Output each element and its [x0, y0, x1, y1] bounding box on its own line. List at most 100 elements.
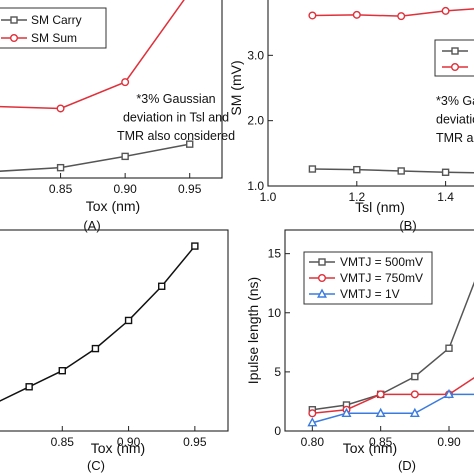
panel-label: (A)	[83, 218, 100, 233]
legend-entry: VMTJ = 750mV	[340, 271, 423, 285]
data-point	[308, 409, 317, 418]
data-point	[58, 367, 66, 375]
x-tick-label: 0.85	[369, 435, 393, 449]
data-point	[308, 11, 317, 20]
x-tick-label: 0.95	[183, 435, 207, 449]
panel-label: (B)	[399, 218, 416, 233]
plot-frame	[0, 0, 223, 179]
data-point	[308, 165, 317, 173]
legend-marker	[10, 16, 18, 24]
x-tick-label: 0.85	[49, 182, 73, 196]
data-point	[158, 282, 166, 290]
series-line	[312, 377, 474, 415]
legend-marker	[9, 34, 18, 43]
y-tick-label: 5	[274, 365, 281, 379]
data-point	[441, 6, 450, 15]
series-line	[312, 281, 474, 411]
plot-area	[308, 6, 474, 176]
data-point	[91, 344, 100, 353]
data-point	[444, 388, 454, 399]
x-tick-label: 0.80	[301, 435, 325, 449]
annotation-line: *3% Ga	[436, 94, 474, 108]
legend-entry: SM Carry	[31, 13, 82, 27]
plot-frame	[0, 229, 229, 432]
legend-d: VMTJ = 500mV VMTJ = 750mV VMTJ = 1V	[303, 251, 433, 305]
plot-frame	[284, 229, 474, 432]
data-point	[186, 140, 194, 148]
data-point	[375, 407, 386, 417]
data-point	[191, 242, 199, 250]
y-axis-label: SM (mV)	[228, 60, 244, 115]
legend-box	[0, 7, 107, 49]
data-point	[307, 417, 318, 427]
data-point	[397, 167, 405, 175]
data-point	[353, 165, 361, 174]
annotation-line: deviation	[436, 113, 474, 127]
plot-area	[307, 281, 474, 427]
data-point	[56, 163, 65, 172]
plot-area	[0, 242, 199, 402]
x-tick-label: 0.90	[117, 435, 141, 449]
x-tick-label: 1.0	[260, 190, 277, 204]
y-tick-label: 2.0	[247, 114, 264, 128]
series-line	[312, 8, 474, 17]
x-tick-label: 1.4	[437, 190, 454, 204]
data-point	[341, 407, 352, 417]
annotation-line: TMR also considered	[117, 129, 235, 143]
y-tick-label: 10	[268, 306, 282, 320]
series-line	[312, 393, 474, 424]
data-point	[124, 316, 133, 325]
plot-frame	[267, 0, 474, 187]
legend-marker	[318, 274, 327, 283]
data-point	[352, 10, 361, 19]
x-axis-label: Tox (nm)	[343, 440, 397, 456]
annotation-line: *3% Gaussian	[136, 92, 215, 106]
x-axis-label: Tox (nm)	[86, 198, 140, 214]
legend-b	[434, 39, 474, 77]
data-point	[409, 407, 420, 417]
series-line	[0, 143, 190, 172]
series-line	[0, 0, 185, 110]
y-axis-label: Ipulse length (ns)	[245, 277, 261, 384]
annotation-line: deviation in Tsl and	[123, 111, 229, 125]
legend-entry: VMTJ = 1V	[340, 287, 400, 301]
x-axis-label: Tox (nm)	[91, 440, 145, 456]
series-line	[312, 168, 474, 174]
chart-panel-d: 0.80 0.85 0.90 0 5 10 15 Tox (nm) Ipulse length …	[245, 229, 474, 473]
x-tick-label: 0.90	[437, 435, 461, 449]
panel-label: (C)	[87, 458, 105, 473]
x-axis-label: Tsl (nm)	[355, 199, 405, 215]
data-point	[376, 390, 385, 399]
annotation-line: TMR als	[436, 131, 474, 145]
data-point	[25, 383, 33, 391]
data-point	[441, 168, 450, 176]
data-point	[411, 372, 419, 381]
x-tick-label: 0.95	[178, 182, 202, 196]
x-tick-label: 1.2	[348, 190, 365, 204]
y-tick-label: 3.0	[247, 48, 264, 62]
data-point	[121, 78, 130, 87]
legend-entry: SM Sum	[31, 31, 77, 45]
legend-marker	[451, 47, 459, 55]
y-tick-label: 1.0	[247, 179, 264, 193]
legend-marker	[317, 288, 327, 298]
data-point	[445, 344, 453, 352]
y-tick-label: 0	[274, 424, 281, 438]
x-tick-label: 0.85	[51, 435, 75, 449]
legend-entry: VMTJ = 500mV	[340, 255, 423, 269]
data-point	[56, 104, 65, 113]
series-line	[0, 245, 196, 402]
legend-a: SM Carry SM Sum	[0, 7, 107, 49]
plot-area	[0, 0, 194, 172]
data-point	[410, 390, 419, 399]
data-point	[121, 152, 129, 161]
x-tick-label: 0.90	[113, 182, 137, 196]
legend-marker	[318, 258, 326, 266]
panel-label: (D)	[398, 458, 416, 473]
data-point	[397, 12, 406, 21]
y-tick-label: 15	[268, 247, 282, 261]
